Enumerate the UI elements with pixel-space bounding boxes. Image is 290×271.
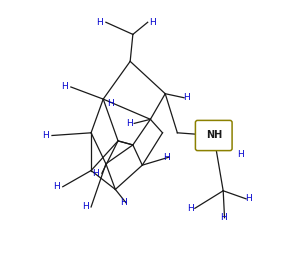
Text: H: H — [43, 131, 49, 140]
FancyBboxPatch shape — [195, 120, 232, 151]
Text: H: H — [120, 198, 127, 207]
Text: H: H — [220, 213, 226, 222]
Text: H: H — [163, 153, 170, 162]
Text: H: H — [237, 150, 243, 159]
Text: H: H — [187, 204, 193, 213]
Text: H: H — [61, 82, 68, 92]
Text: H: H — [126, 119, 133, 128]
Text: H: H — [107, 99, 114, 108]
Text: H: H — [149, 18, 156, 27]
Text: H: H — [97, 18, 103, 27]
Text: H: H — [81, 202, 88, 211]
Text: H: H — [93, 169, 99, 178]
Text: NH: NH — [206, 131, 222, 140]
Text: H: H — [183, 93, 189, 102]
Text: H: H — [53, 182, 60, 191]
Text: H: H — [245, 194, 251, 203]
